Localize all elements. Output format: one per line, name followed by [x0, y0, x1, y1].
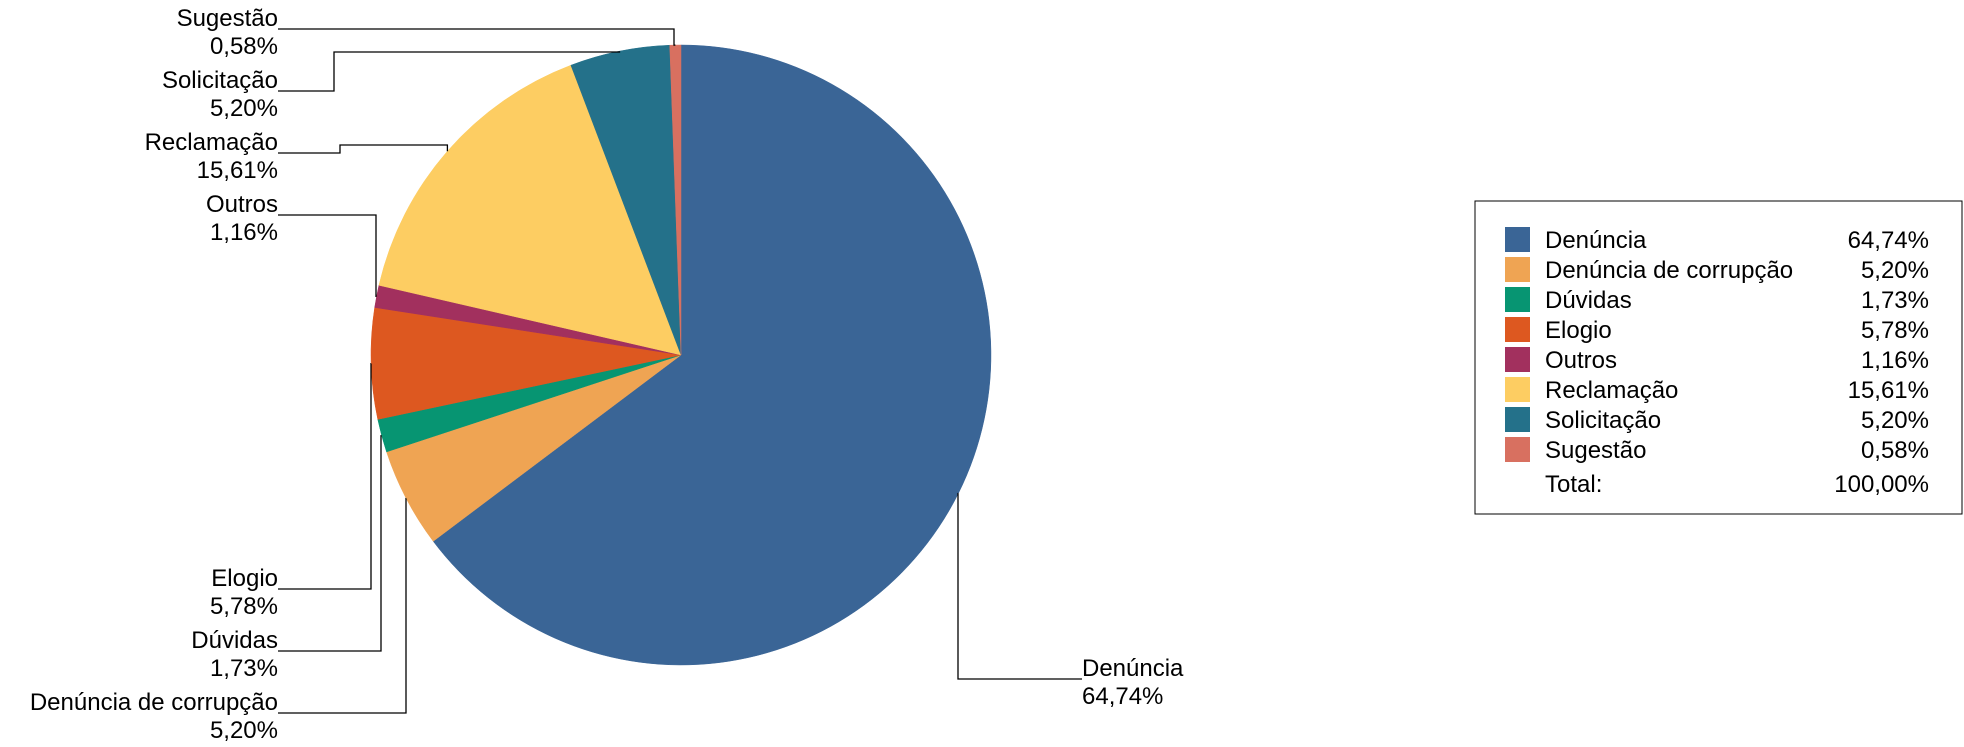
legend-swatch-duvidas — [1505, 287, 1530, 312]
legend-total-label: Total: — [1545, 471, 1602, 498]
legend-value-elogio: 5,78% — [1861, 317, 1929, 344]
legend-box — [1474, 200, 1963, 515]
leader-line-denuncia — [957, 492, 1082, 680]
legend-value-outros: 1,16% — [1861, 347, 1929, 374]
legend: Denúncia 64,74% Denúncia de corrupção 5,20%… — [1474, 200, 1963, 515]
label-value-duvidas: 1,73% — [210, 655, 278, 682]
legend-swatch-elogio — [1505, 317, 1530, 342]
legend-name-solicitacao: Solicitação — [1545, 407, 1661, 434]
pie-slice-reclamacao — [378, 64, 682, 356]
legend-name-elogio: Elogio — [1545, 317, 1612, 344]
leader-line-outros — [278, 214, 377, 297]
leader-line-reclamacao — [278, 144, 449, 154]
label-value-reclamacao: 15,61% — [197, 157, 278, 184]
legend-value-denuncia-de-corrupcao: 5,20% — [1861, 257, 1929, 284]
legend-name-sugestao: Sugestão — [1545, 437, 1646, 464]
legend-swatch-solicitacao — [1505, 407, 1530, 432]
legend-swatch-denuncia — [1505, 227, 1530, 252]
legend-value-denuncia: 64,74% — [1848, 227, 1929, 254]
label-value-solicitacao: 5,20% — [210, 95, 278, 122]
leader-line-solicitacao — [278, 51, 621, 92]
legend-name-denuncia-de-corrupcao: Denúncia de corrupção — [1545, 257, 1793, 284]
label-name-duvidas: Dúvidas — [191, 627, 278, 654]
leader-line-elogio — [278, 362, 372, 590]
label-value-sugestao: 0,58% — [210, 33, 278, 60]
label-name-denuncia-de-corrupcao: Denúncia de corrupção — [30, 689, 278, 716]
label-name-outros: Outros — [206, 191, 278, 218]
legend-value-reclamacao: 15,61% — [1848, 377, 1929, 404]
legend-name-duvidas: Dúvidas — [1545, 287, 1632, 314]
label-value-outros: 1,16% — [210, 219, 278, 246]
legend-value-duvidas: 1,73% — [1861, 287, 1929, 314]
label-name-reclamacao: Reclamação — [145, 129, 278, 156]
legend-swatch-denuncia-de-corrupcao — [1505, 257, 1530, 282]
label-name-denuncia: Denúncia — [1082, 655, 1184, 682]
legend-swatch-outros — [1505, 347, 1530, 372]
label-name-elogio: Elogio — [211, 565, 278, 592]
pie-slices — [370, 44, 992, 666]
leader-line-duvidas — [278, 435, 382, 652]
label-value-elogio: 5,78% — [210, 593, 278, 620]
legend-value-solicitacao: 5,20% — [1861, 407, 1929, 434]
leader-line-denuncia-de-corrupcao — [278, 497, 407, 714]
legend-swatch-sugestao — [1505, 437, 1530, 462]
legend-swatch-reclamacao — [1505, 377, 1530, 402]
legend-total-value: 100,00% — [1834, 471, 1929, 498]
label-name-solicitacao: Solicitação — [162, 67, 278, 94]
legend-value-sugestao: 0,58% — [1861, 437, 1929, 464]
label-value-denuncia-de-corrupcao: 5,20% — [210, 717, 278, 744]
legend-name-reclamacao: Reclamação — [1545, 377, 1678, 404]
legend-name-outros: Outros — [1545, 347, 1617, 374]
label-name-sugestao: Sugestão — [177, 5, 278, 32]
leader-line-sugestao — [278, 28, 676, 46]
label-value-denuncia: 64,74% — [1082, 683, 1163, 710]
legend-name-denuncia: Denúncia — [1545, 227, 1647, 254]
